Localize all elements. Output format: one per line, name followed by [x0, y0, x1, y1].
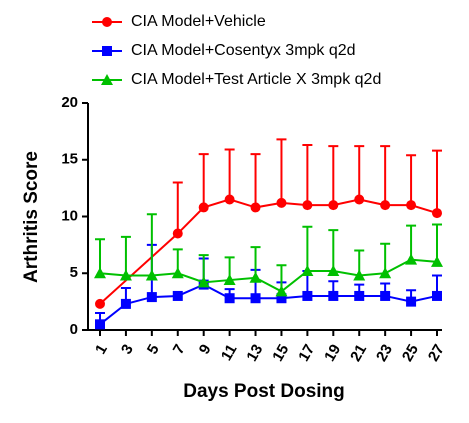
legend-marker [102, 46, 112, 56]
data-point [406, 296, 417, 307]
series-line [99, 283, 438, 326]
x-tick-label: 7 [170, 341, 189, 357]
x-tick-label: 21 [347, 341, 370, 364]
data-point [328, 200, 339, 211]
error-bar [172, 181, 183, 234]
y-tick-label: 10 [61, 207, 78, 224]
x-tick-label: 11 [218, 341, 241, 363]
data-point [146, 292, 157, 303]
data-point [380, 290, 391, 301]
error-bar [146, 213, 157, 276]
error-bar [406, 154, 417, 206]
data-point [276, 293, 287, 304]
error-bar [302, 225, 313, 271]
data-point [249, 271, 262, 283]
data-point [405, 253, 418, 265]
data-point [328, 290, 339, 301]
data-point [406, 200, 417, 211]
error-bar [250, 153, 261, 208]
error-bar [432, 223, 442, 262]
data-point [94, 267, 106, 279]
series-line [99, 258, 438, 293]
data-point [95, 319, 105, 330]
data-point [354, 194, 365, 205]
data-point [275, 285, 288, 297]
x-tick-label: 5 [144, 341, 163, 357]
data-point [302, 200, 313, 211]
data-point [119, 269, 132, 281]
error-bar [276, 138, 287, 203]
data-point [171, 267, 184, 279]
error-bar [354, 145, 365, 200]
x-axis-title: Days Post Dosing [183, 381, 345, 402]
data-point [250, 202, 261, 213]
data-point [224, 194, 235, 205]
y-tick-label: 0 [70, 321, 78, 338]
x-tick-label: 17 [295, 341, 318, 364]
x-tick-label: 19 [321, 341, 344, 364]
y-tick-label: 5 [70, 264, 78, 281]
error-bar [328, 229, 339, 271]
data-point [432, 290, 442, 301]
data-point [354, 290, 365, 301]
data-point [197, 276, 210, 288]
x-tick-label: 1 [92, 341, 111, 357]
x-tick-label: 3 [118, 341, 137, 357]
data-point [95, 298, 105, 309]
y-tick-label: 15 [61, 151, 78, 168]
data-point [301, 264, 314, 276]
x-tick-label: 27 [425, 341, 448, 364]
data-point [353, 269, 366, 281]
data-point [250, 293, 261, 304]
data-point [224, 293, 235, 304]
x-tick-label: 15 [269, 341, 292, 364]
error-bar [224, 148, 235, 200]
legend-marker [102, 17, 112, 27]
legend-marker [101, 74, 113, 85]
x-tick-label: 25 [399, 341, 422, 364]
data-point [379, 267, 392, 279]
legend-label: CIA Model+Test Article X 3mpk q2d [131, 71, 381, 88]
error-bar [328, 145, 339, 206]
data-point [172, 290, 183, 301]
error-bar [198, 153, 209, 208]
data-point [302, 290, 313, 301]
error-bar [120, 235, 131, 276]
x-tick-label: 13 [243, 341, 266, 364]
y-axis-title: Arthritis Score [21, 151, 42, 283]
data-point [198, 202, 209, 213]
data-point [380, 200, 391, 211]
x-tick-label: 9 [196, 341, 215, 357]
x-tick-label: 23 [373, 341, 396, 364]
data-point [223, 274, 236, 286]
data-point [431, 255, 443, 267]
data-point [145, 269, 158, 281]
error-bar [432, 149, 442, 214]
data-point [120, 298, 131, 309]
error-bar [380, 145, 391, 206]
data-point [276, 197, 287, 208]
error-bar [302, 143, 313, 206]
y-tick-label: 20 [61, 94, 78, 111]
legend-label: CIA Model+Cosentyx 3mpk q2d [131, 42, 356, 59]
data-point [172, 228, 183, 239]
legend-label: CIA Model+Vehicle [131, 13, 266, 30]
data-point [432, 208, 442, 219]
data-point [327, 264, 340, 276]
